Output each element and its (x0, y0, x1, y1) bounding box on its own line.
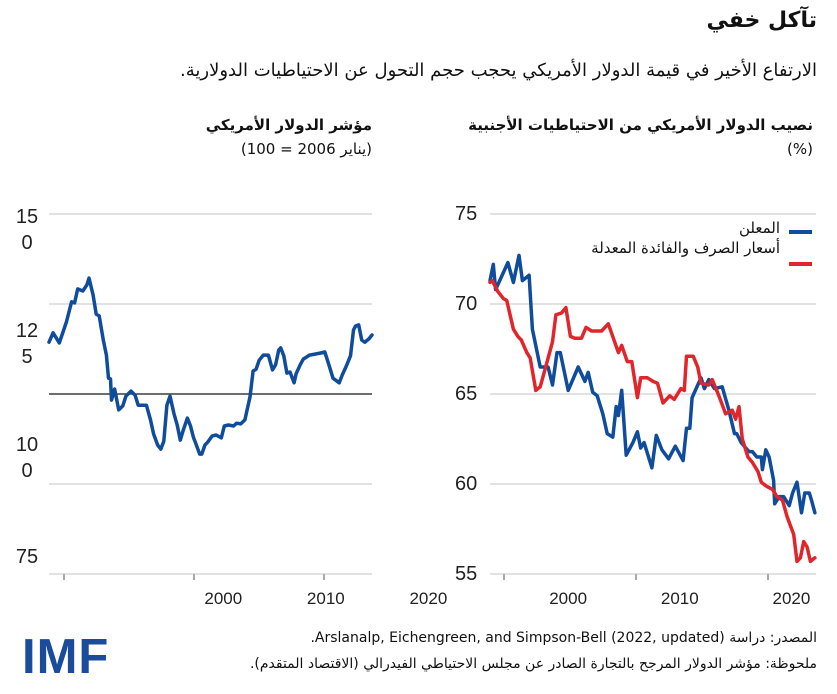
right-ytick-label: 75 (455, 203, 478, 225)
right-ytick-label: 55 (455, 563, 478, 585)
right-xtick-label: 2000 (549, 589, 588, 608)
left-xtick-label: 2020 (409, 589, 448, 608)
left-panel-title: مؤشر الدولار الأمريكي (205, 116, 372, 134)
right-ytick-label: 60 (455, 473, 478, 495)
left-panel-subtitle: (يناير 2006 = 100) (240, 140, 372, 158)
announced-series-line (488, 253, 817, 515)
left-ytick-label: 125 (15, 320, 39, 368)
right-ytick-label: 65 (455, 383, 478, 405)
left-ytick-label: 150 (15, 206, 39, 254)
left-xtick-label: 2010 (306, 589, 345, 608)
left-ytick-label: 100 (15, 434, 39, 482)
right-xtick-label: 2020 (772, 589, 811, 608)
right-ytick-label: 70 (455, 293, 478, 315)
legend-label-adjusted: أسعار الصرف والفائدة المعدلة (591, 239, 780, 257)
left-ytick-label: 75 (15, 546, 39, 568)
legend-label-announced: المعلن (738, 219, 780, 237)
imf-logo: IMF (22, 630, 110, 684)
right-panel-subtitle: (%) (787, 140, 813, 158)
right-panel-title: نصيب الدولار الأمريكي من الاحتياطيات الأ… (468, 116, 813, 134)
chart-subtitle: الارتفاع الأخير في قيمة الدولار الأمريكي… (180, 60, 817, 81)
adjusted-series-line (488, 278, 817, 564)
right-xtick-label: 2010 (660, 589, 699, 608)
left-xtick-label: 2000 (204, 589, 243, 608)
footnote: ملحوظة: مؤشر الدولار المرجح بالتجارة الص… (249, 656, 817, 672)
chart-title: تآكل خفي (706, 8, 817, 33)
dollar-index-series-line (47, 276, 374, 456)
source-note: المصدر: دراسة Arslanalp, Eichengreen, an… (310, 630, 817, 646)
